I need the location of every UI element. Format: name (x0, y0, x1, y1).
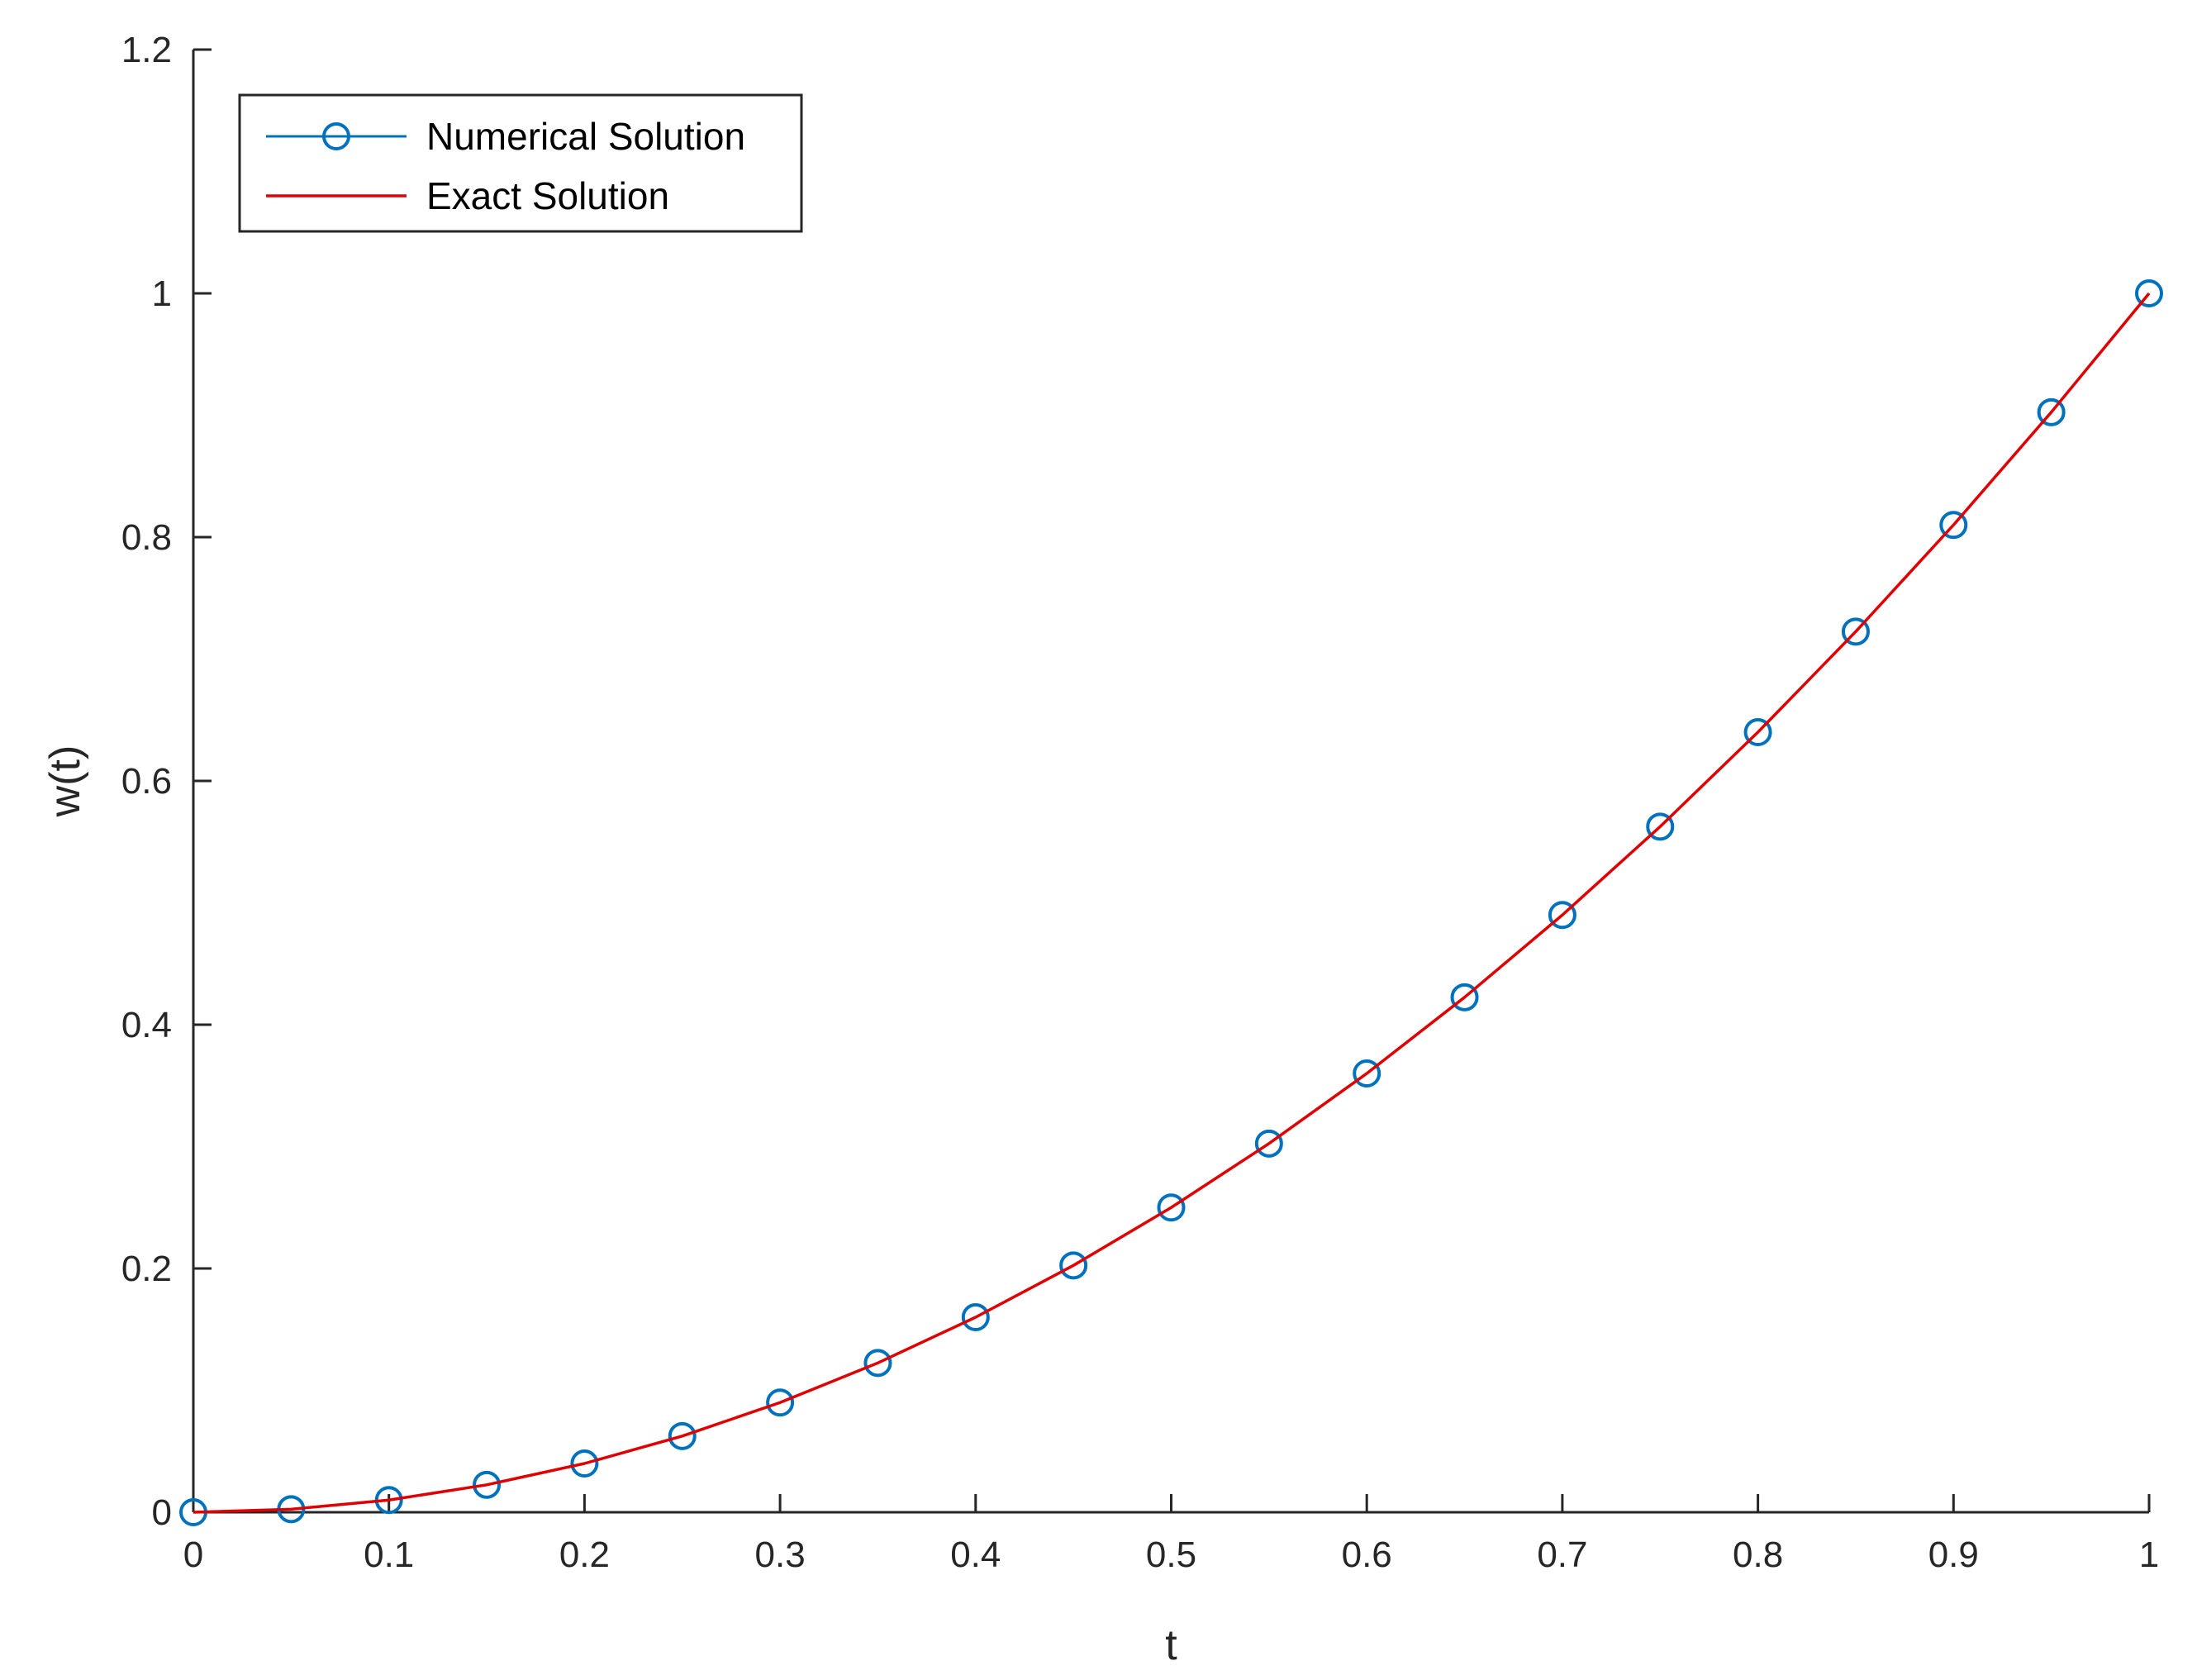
x-tick-label: 0 (183, 1535, 203, 1575)
x-tick-label: 0.1 (364, 1535, 414, 1575)
numerical-solution-marker (766, 1388, 795, 1417)
numerical-solution-marker (2135, 279, 2163, 307)
x-tick-label: 0.8 (1733, 1535, 1783, 1575)
legend-numerical-marker (322, 122, 350, 150)
axes: 0 0.1 0.2 0.3 0.4 0.5 0.6 0.7 0.8 0.9 1 0 0.2 0.4 0.6 0… (121, 30, 2159, 1575)
x-tick-label: 0.4 (950, 1535, 1001, 1575)
numerical-solution-marker (473, 1470, 502, 1499)
y-tick-label: 0 (152, 1492, 172, 1533)
numerical-solution-marker (1157, 1193, 1186, 1222)
x-tick-label: 0.5 (1146, 1535, 1196, 1575)
legend: Numerical Solution Exact Solution (238, 93, 803, 233)
legend-box (238, 93, 803, 233)
numerical-solution-marker (570, 1449, 599, 1478)
y-tick-label: 0.2 (121, 1249, 172, 1289)
numerical-solution-marker (1353, 1059, 1381, 1087)
numerical-solution-marker (1059, 1251, 1088, 1280)
numerical-solution-marker (961, 1303, 990, 1331)
x-tick-label: 0.7 (1537, 1535, 1587, 1575)
exact-solution-line (193, 292, 2151, 1514)
numerical-solution-marker (863, 1349, 892, 1378)
numerical-solution-marker (1939, 511, 1968, 540)
x-tick-label: 0.6 (1342, 1535, 1392, 1575)
legend-label-exact: Exact Solution (426, 174, 669, 217)
x-tick-label: 0.9 (1928, 1535, 1979, 1575)
numerical-solution-marker (1450, 983, 1479, 1011)
y-tick-label: 0.8 (121, 517, 172, 558)
legend-label-numerical: Numerical Solution (426, 115, 745, 158)
numerical-solution-line (193, 293, 2151, 1514)
numerical-solution-marker (1646, 812, 1675, 841)
y-axis-title: w(t) (41, 745, 89, 818)
numerical-solution-marker (1841, 617, 1870, 646)
x-axis-title: t (1165, 1621, 1177, 1669)
series-layer (179, 279, 2163, 1526)
numerical-solution-marker (668, 1421, 697, 1450)
numerical-solution-marker (2037, 397, 2066, 426)
x-tick-label: 0.2 (559, 1535, 610, 1575)
numerical-solution-marker (1254, 1129, 1283, 1158)
y-tick-label: 0.4 (121, 1005, 172, 1045)
numerical-solution-marker (1548, 901, 1576, 930)
numerical-solution-marker (1743, 718, 1772, 746)
y-tick-label: 1.2 (121, 30, 172, 70)
y-tick-label: 0.6 (121, 761, 172, 802)
x-tick-label: 1 (2139, 1535, 2159, 1575)
y-tick-label: 1 (152, 274, 172, 314)
x-tick-label: 0.3 (755, 1535, 806, 1575)
